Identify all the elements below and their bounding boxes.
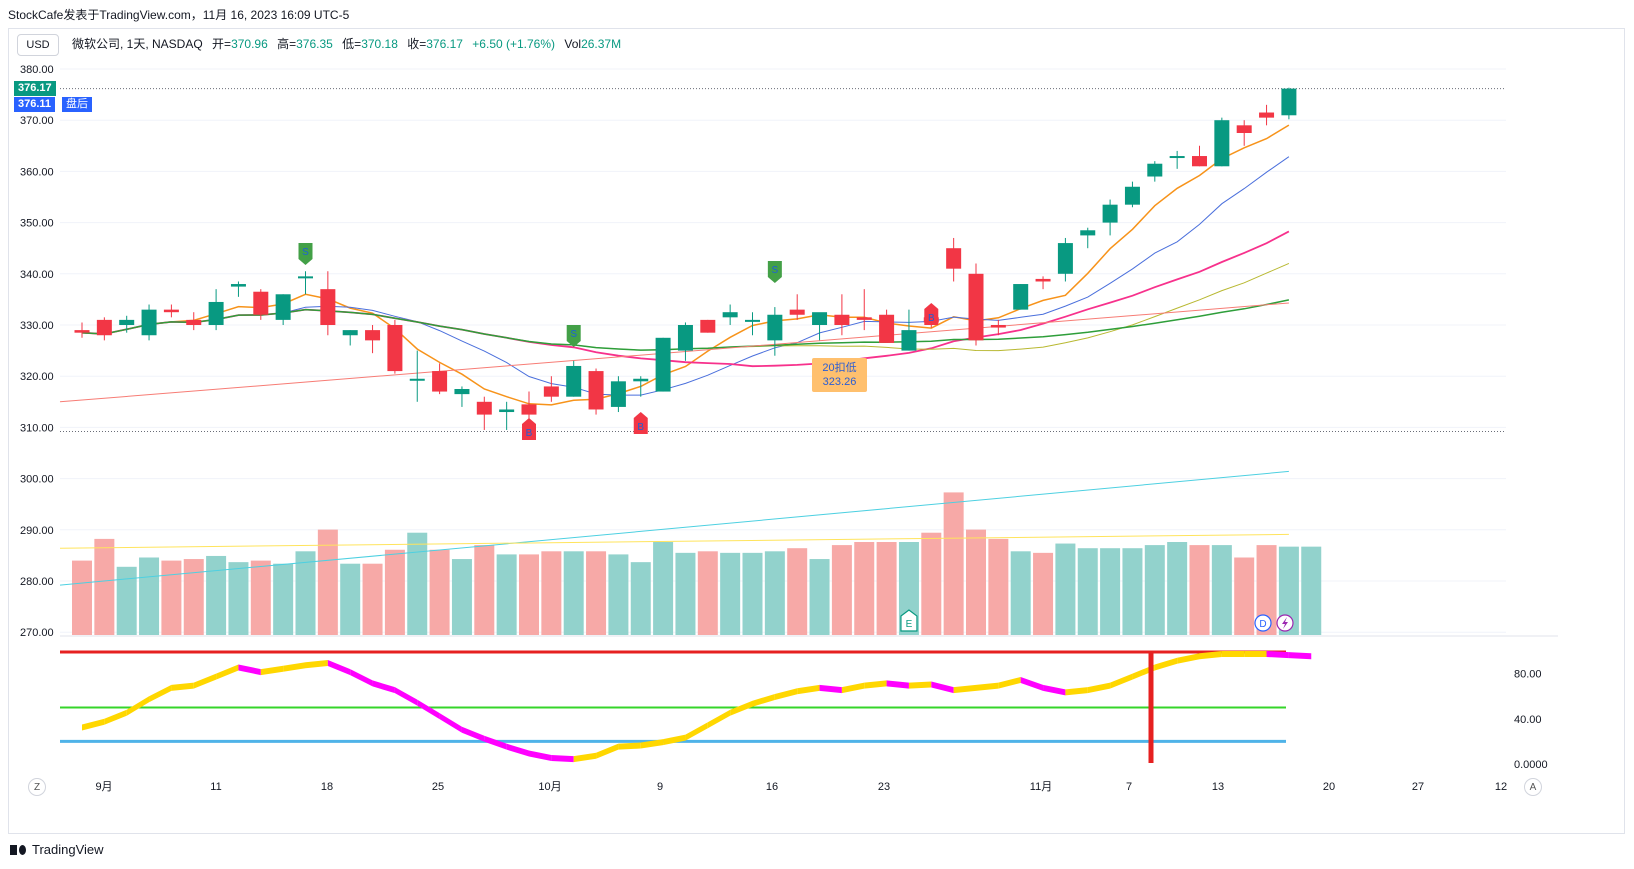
legend-high: 376.35	[296, 37, 333, 51]
annotation-title: 20扣低	[822, 362, 857, 374]
legend-symbol[interactable]: 微软公司, 1天, NASDAQ	[72, 37, 203, 51]
legend-change: +6.50 (+1.76%)	[472, 37, 556, 51]
post-market-price-tag: 376.11	[14, 97, 56, 112]
legend-vol: 26.37M	[581, 37, 622, 51]
post-market-label: 盘后	[62, 97, 92, 112]
currency-button[interactable]: USD	[17, 34, 59, 56]
zoom-button[interactable]: Z	[28, 778, 46, 796]
legend-open: 370.96	[231, 37, 268, 51]
legend-vol-label: Vol	[564, 37, 582, 51]
legend-low: 370.18	[361, 37, 398, 51]
tradingview-brand: TradingView	[32, 842, 104, 857]
legend-low-label: 低=	[342, 37, 362, 51]
tradingview-logo-icon	[10, 844, 26, 855]
annotation-value: 323.26	[822, 376, 857, 388]
auto-scale-button[interactable]: A	[1524, 778, 1542, 796]
ohlc-legend: 微软公司, 1天, NASDAQ 开=370.96 高=376.35 低=370…	[72, 35, 621, 52]
chart-frame	[8, 28, 1625, 834]
low-deduction-annotation[interactable]: 20扣低 323.26	[812, 358, 867, 392]
legend-close: 376.17	[426, 37, 463, 51]
last-price-tag: 376.17	[14, 81, 56, 96]
legend-open-label: 开=	[212, 37, 232, 51]
legend-close-label: 收=	[407, 37, 427, 51]
chart-attribution: StockCafe发表于TradingView.com，11月 16, 2023…	[8, 8, 350, 22]
legend-high-label: 高=	[277, 37, 297, 51]
tradingview-logo[interactable]: TradingView	[10, 842, 104, 857]
